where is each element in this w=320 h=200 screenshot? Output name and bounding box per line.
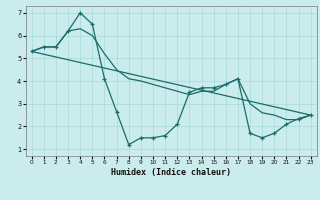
X-axis label: Humidex (Indice chaleur): Humidex (Indice chaleur): [111, 168, 231, 177]
